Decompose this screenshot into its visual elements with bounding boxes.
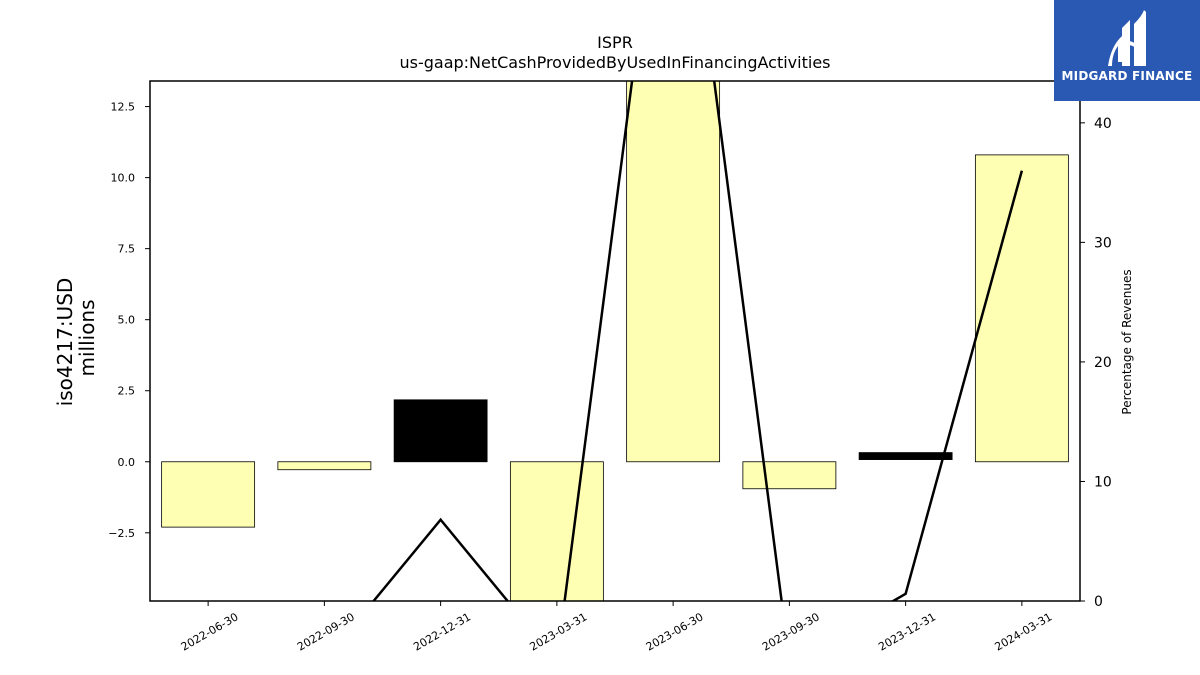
brand-logo: MIDGARD FINANCE — [1054, 0, 1200, 101]
x-tick-label: 2022-06-30 — [179, 610, 241, 653]
y2-axis-label: Percentage of Revenues — [1120, 269, 1134, 414]
y2-tick-label: 0 — [1094, 594, 1103, 610]
bar-2023-03-31 — [509, 461, 604, 601]
y2-tick-label: 20 — [1094, 355, 1112, 371]
y-tick-label: −2.5 — [108, 527, 135, 540]
y-tick-label: 5.0 — [118, 314, 136, 327]
y-axis-right: 0 10 20 30 40 — [1080, 116, 1112, 610]
percentage-line — [372, 81, 1024, 601]
y-tick-label: 7.5 — [118, 243, 136, 256]
y2-tick-label: 10 — [1094, 474, 1112, 490]
bar-2024-03-31 — [974, 154, 1069, 463]
bar-2023-06-30 — [626, 81, 721, 463]
plot-marks — [161, 81, 1069, 601]
x-tick-label: 2022-09-30 — [295, 610, 357, 653]
bar-2023-09-30 — [742, 461, 837, 490]
y-tick-label: 0.0 — [118, 456, 136, 469]
y-axis-left: −2.5 0.0 2.5 5.0 7.5 10.0 12.5 — [108, 101, 150, 540]
brand-name: MIDGARD FINANCE — [1061, 69, 1193, 83]
bar-2023-12-31 — [858, 452, 953, 460]
y-axis-label-line2: millions — [75, 299, 99, 376]
x-tick-label: 2023-12-31 — [876, 610, 938, 653]
x-axis: 2022-06-30 2022-09-30 2022-12-31 2023-03-31… — [179, 601, 1055, 654]
x-tick-label: 2023-03-31 — [528, 610, 590, 653]
y-tick-label: 2.5 — [118, 385, 136, 398]
y-tick-label: 12.5 — [111, 101, 136, 114]
plot-frame — [149, 80, 1081, 602]
bar-2022-09-30 — [277, 461, 372, 471]
x-tick-label: 2022-12-31 — [411, 610, 473, 653]
y2-tick-label: 40 — [1094, 116, 1112, 132]
y2-tick-label: 30 — [1094, 235, 1112, 251]
x-tick-label: 2023-09-30 — [760, 610, 822, 653]
x-tick-label: 2023-06-30 — [644, 610, 706, 653]
plot-area — [149, 80, 1081, 602]
midgard-logo-icon — [1108, 10, 1146, 66]
x-tick-label: 2024-03-31 — [993, 610, 1055, 653]
chart-title: ISPR — [597, 33, 633, 52]
y-axis-label-line1: iso4217:USD — [53, 278, 77, 407]
bar-2022-12-31 — [393, 399, 488, 463]
bar-2022-06-30 — [161, 461, 256, 528]
chart-subtitle: us-gaap:NetCashProvidedByUsedInFinancing… — [399, 53, 830, 72]
y-tick-label: 10.0 — [111, 172, 136, 185]
